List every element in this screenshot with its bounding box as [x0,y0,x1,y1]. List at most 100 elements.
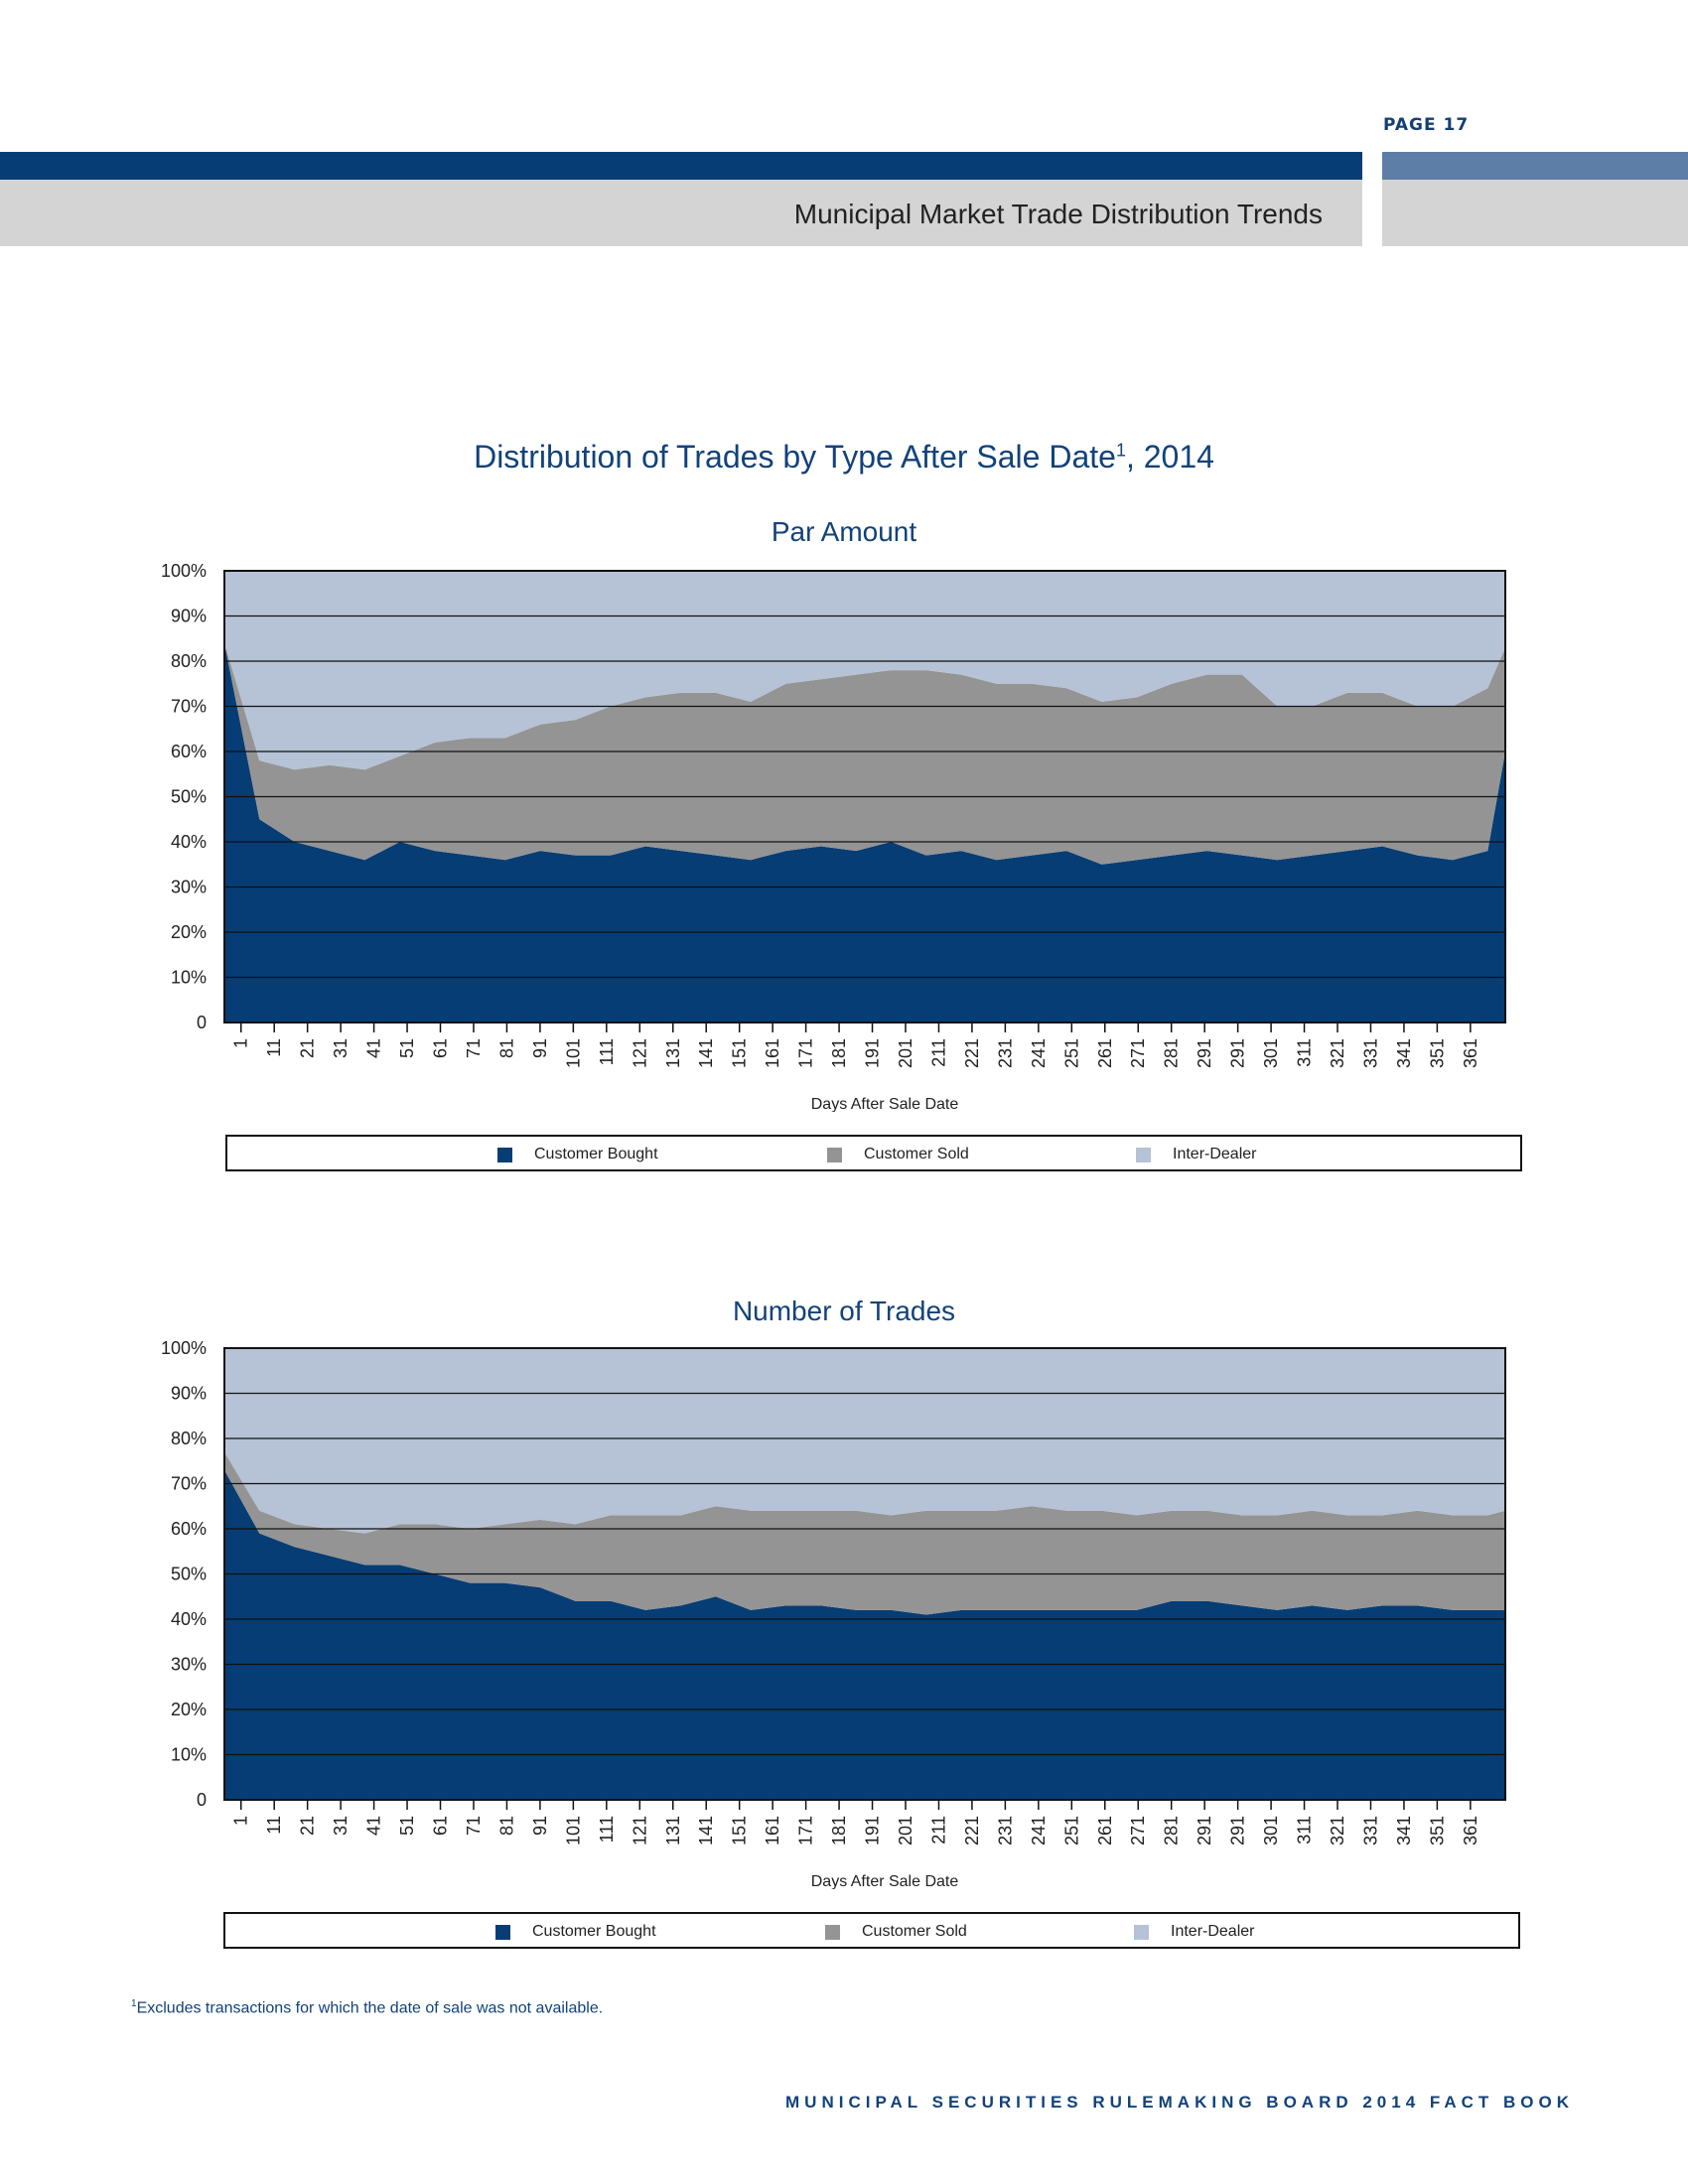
legend-item-customer-bought: Customer Bought [497,1146,658,1163]
x-tick-label: 11 [264,1816,284,1835]
chart-number-of-trades: 010%20%30%40%50%60%70%80%90%100%1 11 21 31 4… [161,1338,1506,1889]
legend-number-of-trades: Customer Bought Customer Sold Inter-Deal… [223,1912,1520,1949]
x-tick-label: 351 [1427,1816,1447,1845]
y-tick-label: 50% [171,787,207,807]
x-tick-label: 291 [1228,1816,1248,1845]
area-inter-dealer [224,571,1505,770]
x-tick-label: 111 [597,1038,617,1065]
chart-title-par-amount: Par Amount [771,516,917,547]
y-tick-label: 40% [171,832,207,852]
x-axis-label: Days After Sale Date [811,1096,959,1112]
x-tick-label: 331 [1360,1038,1380,1068]
x-tick-label: 311 [1295,1816,1315,1844]
x-tick-label: 141 [696,1816,716,1845]
x-tick-label: 311 [1295,1038,1315,1067]
x-tick-label: 221 [962,1038,982,1068]
x-tick-label: 291 [1228,1038,1248,1068]
title-year: , 2014 [1125,439,1214,475]
header-band-blue [1382,152,1688,180]
legend-label: Customer Bought [532,1923,656,1940]
x-tick-label: 141 [696,1038,716,1068]
x-tick-label: 21 [298,1816,318,1836]
area-customer-sold [224,642,1505,865]
plot-frame [223,1347,1506,1801]
x-tick-label: 71 [464,1038,484,1058]
section-title: Municipal Market Trade Distribution Tren… [793,199,1323,229]
x-tick-label: 31 [331,1038,351,1058]
y-tick-label: 30% [171,1655,207,1675]
header-band-gray [0,180,1362,246]
header-band-dark [0,152,1362,180]
x-tick-label: 91 [530,1816,550,1836]
legend-label: Customer Sold [864,1146,969,1162]
x-tick-label: 321 [1328,1816,1347,1845]
x-tick-label: 81 [496,1038,516,1058]
y-tick-label: 40% [171,1609,207,1629]
x-tick-label: 111 [597,1816,617,1843]
x-tick-label: 151 [730,1038,750,1068]
x-tick-label: 251 [1061,1038,1081,1068]
y-tick-label: 10% [171,1745,207,1765]
x-axis-label: Days After Sale Date [811,1873,959,1889]
area-inter-dealer [224,1348,1505,1534]
x-tick-label: 241 [1029,1038,1049,1068]
x-tick-label: 91 [530,1038,550,1058]
legend-swatch-inter-dealer [1136,1147,1151,1162]
x-tick-label: 361 [1461,1038,1480,1068]
y-tick-label: 30% [171,878,207,897]
legend-label: Inter-Dealer [1173,1146,1257,1162]
x-tick-label: 181 [829,1038,849,1068]
x-tick-label: 51 [397,1038,417,1058]
y-tick-label: 80% [171,1429,207,1448]
x-tick-label: 21 [298,1038,318,1058]
x-tick-label: 231 [995,1816,1015,1845]
plot-frame [223,570,1506,1024]
x-tick-label: 241 [1029,1816,1049,1845]
x-tick-label: 341 [1394,1038,1414,1068]
legend-swatch-customer-bought [495,1924,510,1940]
x-tick-label: 201 [896,1038,915,1068]
legend-label: Inter-Dealer [1171,1923,1255,1940]
chart-par-amount: 010%20%30%40%50%60%70%80%90%100%1 11 21 31 4… [161,561,1506,1112]
area-customer-bought [224,1469,1505,1800]
footnote-mark: 1 [131,1998,137,2009]
x-tick-label: 291 [1195,1038,1214,1068]
x-tick-label: 121 [630,1038,649,1068]
legend-label: Customer Bought [534,1146,658,1162]
x-tick-label: 31 [331,1816,351,1836]
y-tick-label: 0 [197,1013,207,1032]
x-tick-label: 61 [431,1038,451,1058]
footer: MUNICIPAL SECURITIES RULEMAKING BOARD 20… [785,2093,1574,2112]
x-tick-label: 131 [663,1038,683,1068]
x-tick-label: 161 [763,1816,782,1845]
x-tick-label: 11 [264,1038,284,1057]
x-tick-label: 171 [796,1816,816,1845]
x-tick-label: 151 [730,1816,750,1845]
x-tick-label: 191 [863,1816,883,1845]
x-tick-label: 321 [1328,1038,1347,1068]
y-tick-label: 90% [171,1384,207,1404]
legend-par-amount: Customer Bought Customer Sold Inter-Deal… [225,1135,1522,1171]
y-tick-label: 50% [171,1565,207,1584]
y-tick-label: 100% [161,1338,207,1358]
y-tick-label: 80% [171,651,207,671]
x-tick-label: 211 [928,1816,948,1844]
legend-item-inter-dealer: Inter-Dealer [1136,1146,1256,1163]
main-title: Distribution of Trades by Type After Sal… [0,439,1688,476]
y-tick-label: 60% [171,1519,207,1539]
x-tick-label: 61 [431,1816,451,1836]
x-tick-label: 331 [1360,1816,1380,1845]
x-tick-label: 341 [1394,1816,1414,1845]
x-tick-label: 271 [1128,1816,1148,1845]
x-tick-label: 361 [1461,1816,1480,1845]
y-tick-label: 90% [171,607,207,626]
x-tick-label: 281 [1162,1816,1182,1845]
x-tick-label: 271 [1128,1038,1148,1068]
main-title-text: Distribution of Trades by Type After Sal… [474,439,1116,475]
y-tick-label: 60% [171,742,207,761]
x-tick-label: 181 [829,1816,849,1845]
x-tick-label: 41 [364,1038,384,1058]
x-tick-label: 101 [563,1038,583,1068]
y-tick-label: 20% [171,922,207,942]
x-tick-label: 301 [1261,1816,1281,1845]
